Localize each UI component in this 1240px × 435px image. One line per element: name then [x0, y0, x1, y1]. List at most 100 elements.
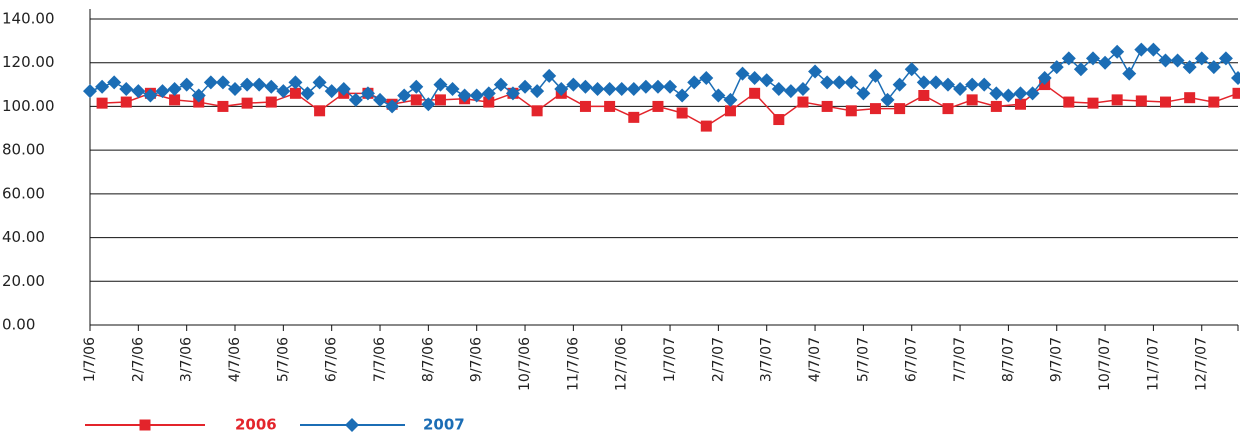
marker [675, 88, 690, 103]
marker [481, 86, 496, 101]
marker [578, 79, 593, 94]
marker [869, 103, 881, 115]
marker [1014, 98, 1026, 110]
x-tick-label: 4/7/06 [227, 337, 243, 382]
marker [1111, 94, 1123, 106]
marker [628, 111, 640, 123]
marker [1146, 42, 1161, 57]
marker [83, 84, 97, 99]
marker [638, 79, 653, 94]
y-tick-label: 60.00 [2, 184, 45, 202]
marker [167, 81, 182, 96]
marker [1170, 53, 1185, 68]
marker [531, 105, 543, 117]
y-tick-label: 0.00 [2, 316, 35, 334]
marker [493, 77, 508, 92]
marker [1063, 96, 1075, 108]
marker [699, 71, 714, 86]
x-tick-label: 6/7/07 [904, 337, 920, 382]
x-tick-label: 5/7/06 [275, 337, 291, 382]
marker [265, 96, 277, 108]
marker [228, 81, 243, 96]
x-tick-label: 11/7/07 [1145, 337, 1161, 391]
x-tick-label: 4/7/07 [807, 337, 823, 382]
marker [169, 94, 181, 106]
x-tick-label: 10/7/07 [1097, 337, 1113, 391]
marker [918, 90, 930, 101]
marker [348, 92, 363, 107]
marker [1158, 53, 1173, 68]
marker [264, 79, 279, 94]
marker [808, 64, 823, 79]
marker [96, 97, 108, 109]
marker [1087, 97, 1099, 109]
marker [434, 94, 446, 106]
marker [155, 84, 170, 99]
marker [1122, 66, 1137, 81]
marker [590, 81, 605, 96]
marker [1206, 60, 1221, 75]
x-tick-label: 6/7/06 [324, 337, 340, 382]
x-tick-label: 5/7/07 [855, 337, 871, 382]
marker [747, 71, 762, 86]
marker [711, 88, 726, 103]
marker [252, 77, 267, 92]
marker [241, 97, 253, 109]
marker [977, 77, 992, 92]
marker [856, 86, 871, 101]
marker [131, 84, 146, 99]
marker [894, 103, 906, 115]
marker [95, 79, 110, 94]
x-tick-label: 9/7/07 [1049, 337, 1065, 382]
x-tick-label: 2/7/07 [710, 337, 726, 382]
marker [735, 66, 750, 81]
marker [579, 100, 591, 112]
marker [676, 107, 688, 119]
marker [1085, 51, 1100, 66]
marker [916, 75, 931, 90]
marker [1135, 95, 1147, 107]
marker [904, 62, 919, 77]
marker [1001, 88, 1016, 103]
marker [724, 105, 736, 117]
marker [119, 81, 134, 96]
marker [844, 75, 859, 90]
x-tick-label: 8/7/07 [1000, 337, 1016, 382]
x-tick-label: 8/7/06 [420, 337, 436, 382]
marker [530, 84, 545, 99]
marker [832, 75, 847, 90]
marker [566, 77, 581, 92]
x-tick-label: 3/7/06 [179, 337, 195, 382]
marker [314, 105, 326, 117]
x-tick-label: 9/7/06 [469, 337, 485, 382]
marker [845, 105, 857, 117]
marker [312, 75, 327, 90]
marker [300, 86, 315, 101]
marker [990, 100, 1002, 112]
marker [288, 75, 303, 90]
marker [892, 77, 907, 92]
marker [604, 100, 616, 112]
marker [1232, 87, 1240, 99]
x-tick-label: 12/7/07 [1194, 337, 1210, 391]
marker [469, 88, 484, 103]
marker [1184, 92, 1196, 104]
y-tick-label: 80.00 [2, 141, 45, 159]
marker [203, 75, 218, 90]
marker [1049, 60, 1064, 75]
marker [385, 99, 400, 114]
x-tick-label: 10/7/06 [517, 337, 533, 391]
marker [139, 419, 151, 431]
marker [1218, 51, 1233, 66]
y-tick-label: 100.00 [2, 97, 55, 115]
marker [505, 86, 520, 101]
marker [107, 75, 122, 90]
marker [940, 77, 955, 92]
x-tick-label: 1/7/07 [662, 337, 678, 382]
marker [797, 96, 809, 108]
marker [989, 86, 1004, 101]
marker [336, 81, 351, 96]
marker [445, 81, 460, 96]
marker [928, 75, 943, 90]
